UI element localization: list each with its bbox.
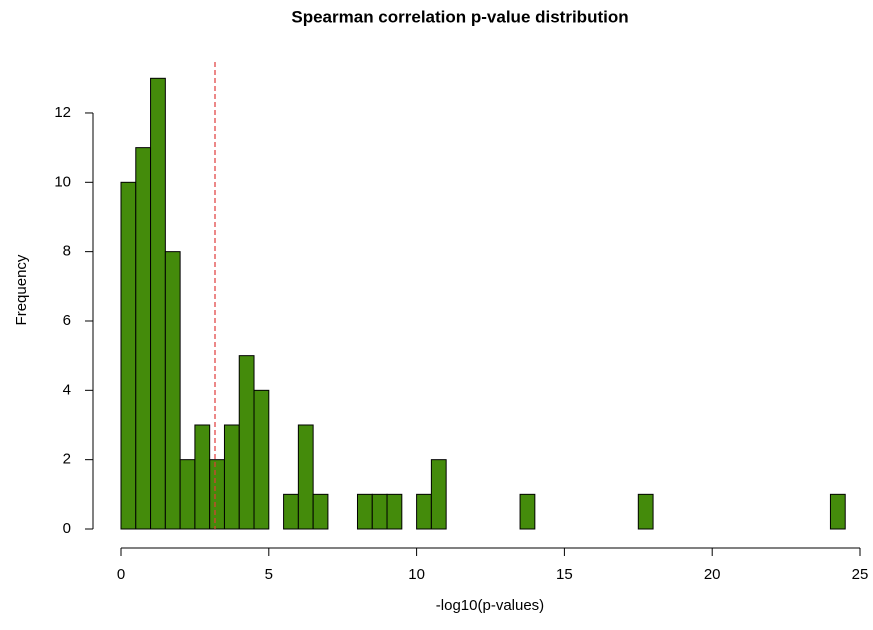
bar [312,493,329,530]
bar [238,355,255,530]
chart-title: Spearman correlation p-value distributio… [291,7,628,26]
x-tick-label: 20 [704,566,721,583]
bar [150,77,166,530]
y-tick-label: 8 [63,243,71,260]
y-tick-label: 6 [63,312,71,329]
x-tick-label: 25 [852,566,869,583]
y-tick-label: 10 [54,173,71,190]
bar [356,493,373,530]
y-axis-label: Frequency [13,254,30,325]
bar [164,251,181,530]
bar [135,147,152,530]
bar [209,459,225,530]
bar [386,493,403,530]
bar [637,493,654,530]
y-tick-label: 0 [63,520,71,537]
bar [283,493,299,530]
bar [120,181,137,530]
bar [371,493,388,530]
bar [223,424,240,530]
y-tick-label: 2 [63,451,71,468]
y-tick-label: 12 [54,104,71,121]
bar [194,424,211,530]
bar [430,459,447,530]
x-axis-label: -log10(p-values) [436,597,544,614]
x-tick-label: 0 [117,566,125,583]
y-tick-label: 4 [63,381,71,398]
bar [829,493,846,530]
bar [179,459,196,530]
bar [297,424,314,530]
bar [253,389,270,530]
bar [519,493,536,530]
x-tick-label: 5 [265,566,273,583]
bar [416,493,432,530]
x-tick-label: 10 [408,566,425,583]
x-tick-label: 15 [556,566,573,583]
